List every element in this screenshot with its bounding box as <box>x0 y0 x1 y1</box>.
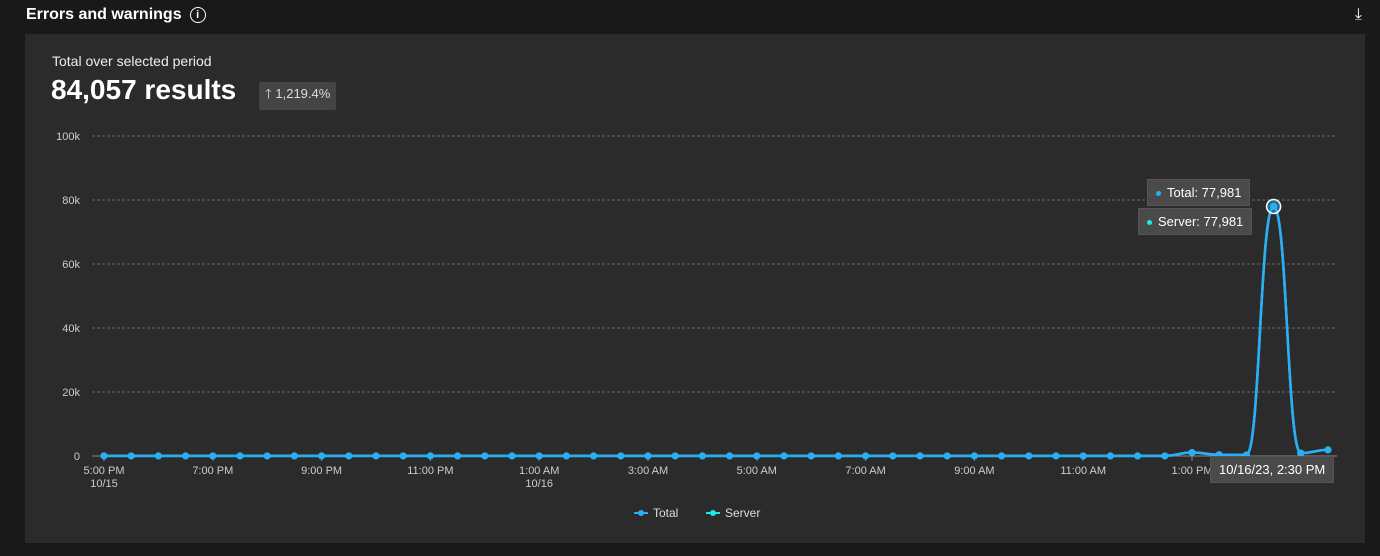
data-point <box>889 452 897 460</box>
data-point <box>562 452 570 460</box>
legend-marker <box>638 510 644 516</box>
change-badge: 🡑 1,219.4% <box>259 82 337 110</box>
data-point <box>318 452 326 460</box>
data-point <box>753 452 761 460</box>
total-dot-icon <box>1156 191 1161 197</box>
summary-label: Total over selected period <box>52 53 212 69</box>
data-point <box>698 452 706 460</box>
x-tick-label: 7:00 AM <box>845 465 885 477</box>
y-tick-label: 40k <box>62 323 80 335</box>
x-tick-label: 5:00 PM <box>84 465 125 477</box>
x-tick-label: 9:00 PM <box>301 465 342 477</box>
data-point <box>290 452 298 460</box>
data-point <box>1188 448 1196 456</box>
x-tick-label: 1:00 PM <box>1172 465 1213 477</box>
x-tick-label: 11:00 PM <box>407 465 453 477</box>
data-point <box>372 452 380 460</box>
tooltip-total-text: Total: 77,981 <box>1167 185 1242 200</box>
tooltip-total: Total: 77,981 <box>1147 179 1251 206</box>
data-point <box>590 452 598 460</box>
data-point <box>834 452 842 460</box>
legend-marker <box>710 510 716 516</box>
data-point <box>644 452 652 460</box>
x-tick-label: 1:00 AM <box>519 465 559 477</box>
data-point <box>780 452 788 460</box>
tooltip-server-text: Server: 77,981 <box>1158 214 1244 229</box>
data-point <box>535 452 543 460</box>
info-icon[interactable]: i <box>189 7 206 23</box>
data-point <box>862 452 870 460</box>
data-point <box>1324 446 1332 454</box>
data-point <box>998 452 1006 460</box>
hover-point <box>1265 198 1282 215</box>
y-tick-label: 0 <box>74 451 80 463</box>
y-tick-label: 80k <box>62 195 80 207</box>
data-point <box>263 452 271 460</box>
data-point <box>970 452 978 460</box>
data-point <box>454 452 462 460</box>
series-line-server <box>104 205 1329 458</box>
x-tick-label: 10/15 <box>90 478 118 490</box>
data-point <box>399 452 407 460</box>
legend-label: Server <box>725 506 760 520</box>
x-tick-label: 7:00 PM <box>192 465 233 477</box>
tooltip-server: Server: 77,981 <box>1138 208 1253 235</box>
data-point <box>1079 452 1087 460</box>
tooltip-time: 10/16/23, 2:30 PM <box>1210 456 1335 483</box>
data-point <box>481 452 489 460</box>
data-point <box>726 452 734 460</box>
data-point <box>182 452 190 460</box>
chart-card: Total over selected period 84,057 result… <box>25 34 1365 543</box>
data-point <box>508 452 516 460</box>
data-point <box>209 452 217 460</box>
y-tick-label: 20k <box>62 387 80 399</box>
y-tick-label: 60k <box>62 259 80 271</box>
data-point <box>943 452 951 460</box>
change-value: 1,219.4% <box>275 86 331 101</box>
x-tick-label: 5:00 AM <box>737 465 777 477</box>
summary-value: 84,057 results <box>51 74 237 105</box>
data-point <box>1297 449 1305 457</box>
legend-label: Total <box>653 506 678 520</box>
data-point <box>154 452 162 460</box>
data-point <box>1025 452 1033 460</box>
section-title: Errors and warnings i <box>26 6 206 24</box>
x-tick-label: 10/16 <box>525 478 553 490</box>
data-point <box>1052 452 1060 460</box>
data-point <box>617 452 625 460</box>
data-point <box>1161 452 1169 460</box>
download-icon[interactable]: ⤓ <box>1354 6 1362 23</box>
data-point <box>807 452 815 460</box>
title-text: Errors and warnings <box>26 6 182 23</box>
data-point <box>1134 452 1142 460</box>
arrow-up-icon: 🡑 <box>265 86 276 101</box>
data-point <box>345 452 353 460</box>
x-tick-label: 9:00 AM <box>954 465 994 477</box>
server-dot-icon <box>1147 220 1152 226</box>
data-point <box>127 452 135 460</box>
series-line-total <box>104 205 1329 458</box>
x-tick-label: 3:00 AM <box>628 465 668 477</box>
x-tick-label: 11:00 AM <box>1060 465 1106 477</box>
data-point <box>916 452 924 460</box>
data-point <box>671 452 679 460</box>
data-point <box>426 452 434 460</box>
data-point <box>100 452 108 460</box>
data-point <box>1106 452 1114 460</box>
data-point <box>236 452 244 460</box>
y-tick-label: 100k <box>56 131 80 143</box>
